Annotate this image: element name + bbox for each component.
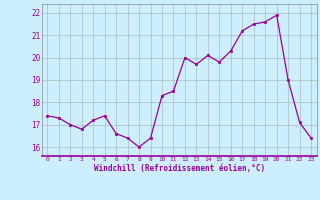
X-axis label: Windchill (Refroidissement éolien,°C): Windchill (Refroidissement éolien,°C) xyxy=(94,164,265,173)
